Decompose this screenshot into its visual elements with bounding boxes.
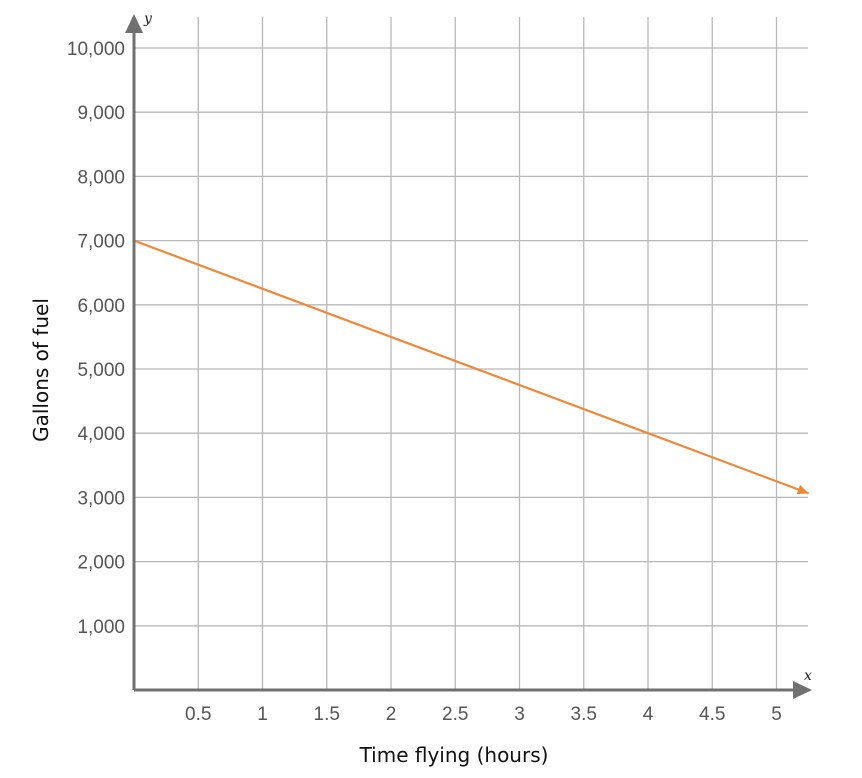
y-tick-label: 5,000	[77, 360, 125, 381]
x-tick-label: 4	[643, 704, 654, 725]
x-axis-arrow	[793, 681, 812, 699]
x-tick-label: 1.5	[314, 704, 340, 725]
series-layer	[133, 239, 810, 495]
y-axis-letter: y	[143, 11, 153, 27]
y-tick-label: 10,000	[67, 39, 125, 60]
y-tick-label: 2,000	[77, 553, 125, 574]
y-axis-title: Gallons of fuel	[29, 298, 53, 442]
x-tick-label: 0.5	[185, 704, 211, 725]
fuel-series-line	[133, 239, 810, 495]
fuel-series-arrowhead	[796, 484, 809, 495]
y-tick-label: 4,000	[77, 424, 125, 445]
y-tick-label: 8,000	[77, 167, 125, 188]
x-axis-title: Time flying (hours)	[359, 743, 549, 767]
x-tick-label: 3.5	[571, 704, 597, 725]
y-axis-arrow	[125, 14, 143, 33]
y-tick-label: 7,000	[77, 232, 125, 253]
x-tick-label: 2	[386, 704, 397, 725]
y-tick-label: 1,000	[77, 617, 125, 638]
x-axis-letter: x	[804, 668, 812, 684]
x-tick-label: 2.5	[442, 704, 468, 725]
y-tick-labels: 1,000 2,000 3,000 4,000 5,000 6,000 7,000 8,000…	[67, 39, 125, 638]
grid-lines	[134, 17, 808, 690]
y-tick-label: 6,000	[77, 296, 125, 317]
y-tick-label: 9,000	[77, 103, 125, 124]
x-tick-labels: 0.5 1 1.5 2 2.5 3 3.5 4 4.5 5	[185, 704, 782, 725]
x-tick-label: 3	[514, 704, 525, 725]
x-tick-label: 5	[771, 704, 782, 725]
axes	[125, 14, 812, 699]
y-tick-label: 3,000	[77, 488, 125, 509]
x-tick-label: 4.5	[699, 704, 725, 725]
x-tick-label: 1	[257, 704, 268, 725]
